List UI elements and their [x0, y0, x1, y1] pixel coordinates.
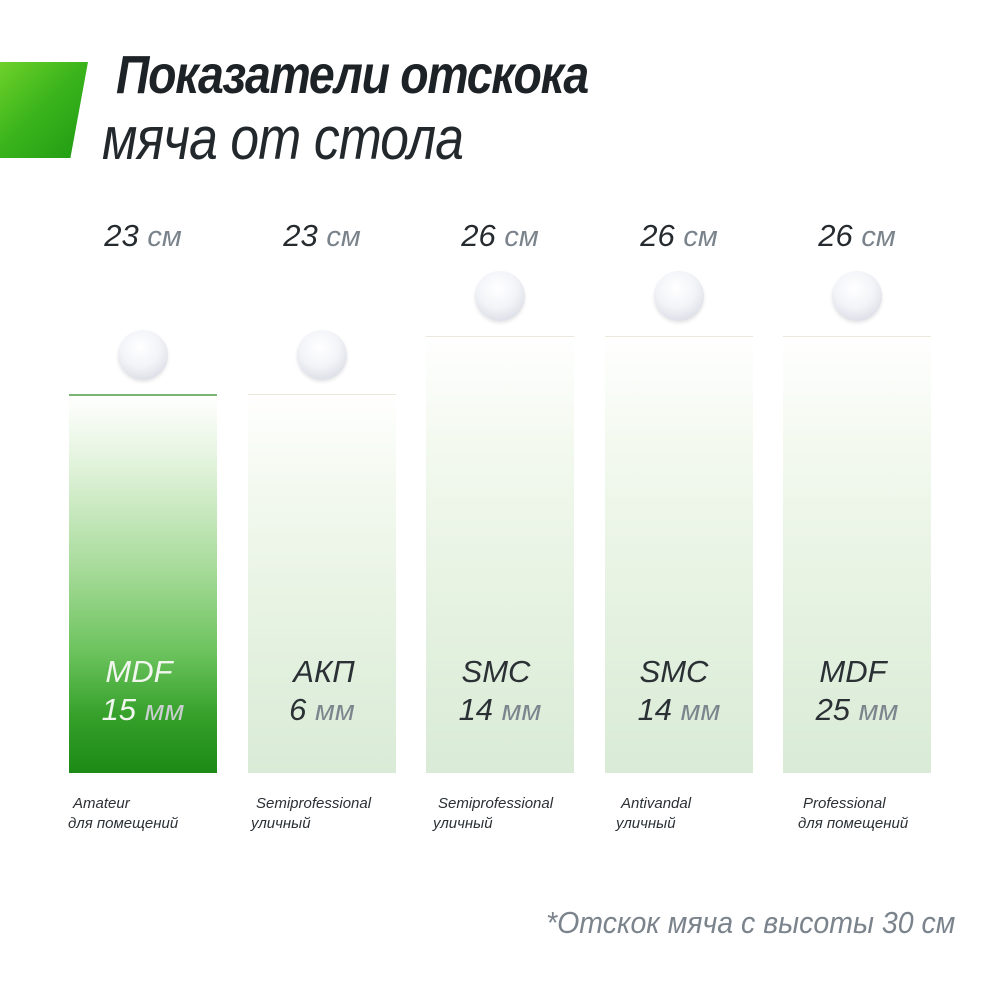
- bounce-value: 26 см: [818, 218, 896, 253]
- ball-icon: [654, 271, 704, 321]
- thickness-label: 6 мм: [289, 692, 355, 727]
- bar: [426, 336, 574, 773]
- bar: [69, 394, 217, 773]
- ball-icon: [118, 330, 168, 380]
- bounce-value: 23 см: [104, 218, 182, 253]
- ball-icon: [475, 271, 525, 321]
- ball-icon: [297, 330, 347, 380]
- category-caption: Semiprofessional уличный: [251, 795, 372, 832]
- bounce-value: 26 см: [640, 218, 718, 253]
- green-accent-shape: [0, 62, 88, 158]
- bar: [783, 336, 931, 773]
- bounce-value: 26 см: [461, 218, 539, 253]
- category-caption: Semiprofessional уличный: [433, 795, 554, 832]
- material-label: SMC: [461, 654, 531, 689]
- thickness-label: 14 мм: [458, 692, 542, 727]
- title-line-2: мяча от стола: [102, 105, 464, 172]
- category-caption: Antivandal уличный: [616, 795, 692, 832]
- bar: [605, 336, 753, 773]
- category-caption: Professional для помещений: [798, 795, 909, 832]
- material-label: SMC: [639, 654, 709, 689]
- material-label: MDF: [105, 654, 173, 689]
- thickness-label: 14 мм: [637, 692, 721, 727]
- thickness-label: 25 мм: [815, 692, 899, 727]
- material-label: MDF: [819, 654, 887, 689]
- title-line-1: Показатели отскока: [116, 45, 589, 105]
- material-label: АКП: [293, 654, 355, 689]
- thickness-label: 15 мм: [101, 692, 185, 727]
- category-caption: Amateur для помещений: [68, 795, 179, 832]
- bounce-value: 23 см: [283, 218, 361, 253]
- footnote: *Отскок мяча с высоты 30 см: [546, 905, 956, 940]
- bar: [248, 394, 396, 773]
- ball-icon: [832, 271, 882, 321]
